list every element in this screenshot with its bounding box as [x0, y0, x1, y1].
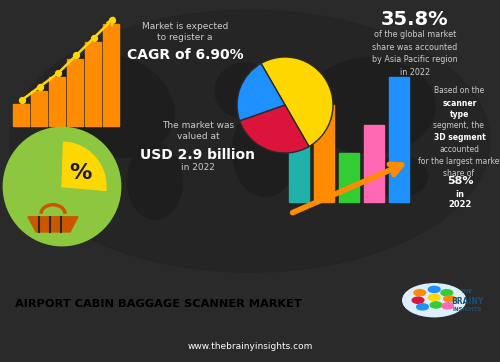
Polygon shape [28, 217, 78, 232]
Bar [103, 24, 119, 126]
Text: of the global market
share was accounted
by Asia Pacific region
in 2022: of the global market share was accounted… [372, 30, 458, 77]
Text: scanner
type: scanner type [443, 99, 477, 119]
Text: %: % [69, 164, 91, 184]
Text: THE: THE [462, 289, 473, 294]
Point [54, 70, 62, 76]
Ellipse shape [128, 144, 182, 219]
Point [36, 84, 44, 89]
Bar [31, 90, 47, 126]
Bar [13, 104, 29, 126]
Text: in
2022: in 2022 [448, 190, 471, 209]
Text: CAGR of 6.90%: CAGR of 6.90% [126, 49, 244, 62]
Text: AIRPORT CABIN BAGGAGE SCANNER MARKET: AIRPORT CABIN BAGGAGE SCANNER MARKET [15, 299, 302, 310]
Text: segment, the: segment, the [434, 121, 486, 130]
Circle shape [428, 294, 440, 300]
Ellipse shape [10, 10, 490, 272]
Circle shape [428, 286, 440, 292]
Circle shape [416, 304, 428, 310]
Circle shape [430, 302, 442, 308]
Bar [364, 125, 384, 202]
Point [18, 97, 26, 103]
Circle shape [442, 303, 454, 309]
Wedge shape [62, 142, 106, 190]
Text: accounted
for the largest market
share of: accounted for the largest market share o… [418, 145, 500, 178]
Point [90, 35, 98, 41]
Text: 58%: 58% [447, 177, 473, 186]
Point [108, 17, 116, 23]
Ellipse shape [305, 58, 435, 154]
Ellipse shape [372, 156, 428, 197]
Ellipse shape [232, 106, 298, 197]
Ellipse shape [46, 54, 174, 157]
Point [72, 52, 80, 58]
Wedge shape [237, 63, 285, 121]
Circle shape [402, 284, 466, 317]
Circle shape [414, 290, 426, 296]
Circle shape [412, 297, 424, 303]
Bar [49, 77, 65, 126]
Text: 3D segment: 3D segment [434, 133, 486, 142]
Text: INSIGHTS: INSIGHTS [453, 307, 482, 312]
Text: BRAINY: BRAINY [452, 297, 484, 306]
Bar [85, 42, 101, 126]
Bar [339, 153, 359, 202]
Text: Based on the: Based on the [434, 86, 486, 95]
Ellipse shape [215, 63, 275, 118]
Bar [67, 59, 83, 126]
Text: The market was: The market was [162, 121, 234, 130]
Text: Market is expected: Market is expected [142, 22, 228, 31]
Bar [289, 137, 309, 202]
Text: www.thebrainyinsights.com: www.thebrainyinsights.com [188, 342, 312, 351]
Text: to register a: to register a [157, 33, 213, 42]
Bar [314, 105, 334, 202]
Text: valued at: valued at [176, 132, 220, 141]
Bar [389, 77, 409, 202]
Wedge shape [240, 105, 309, 153]
Circle shape [444, 296, 456, 302]
Text: in 2022: in 2022 [181, 163, 215, 172]
Text: 35.8%: 35.8% [381, 10, 449, 29]
Wedge shape [261, 57, 333, 147]
Text: USD 2.9 billion: USD 2.9 billion [140, 148, 256, 162]
Circle shape [4, 128, 120, 245]
Circle shape [441, 290, 452, 296]
